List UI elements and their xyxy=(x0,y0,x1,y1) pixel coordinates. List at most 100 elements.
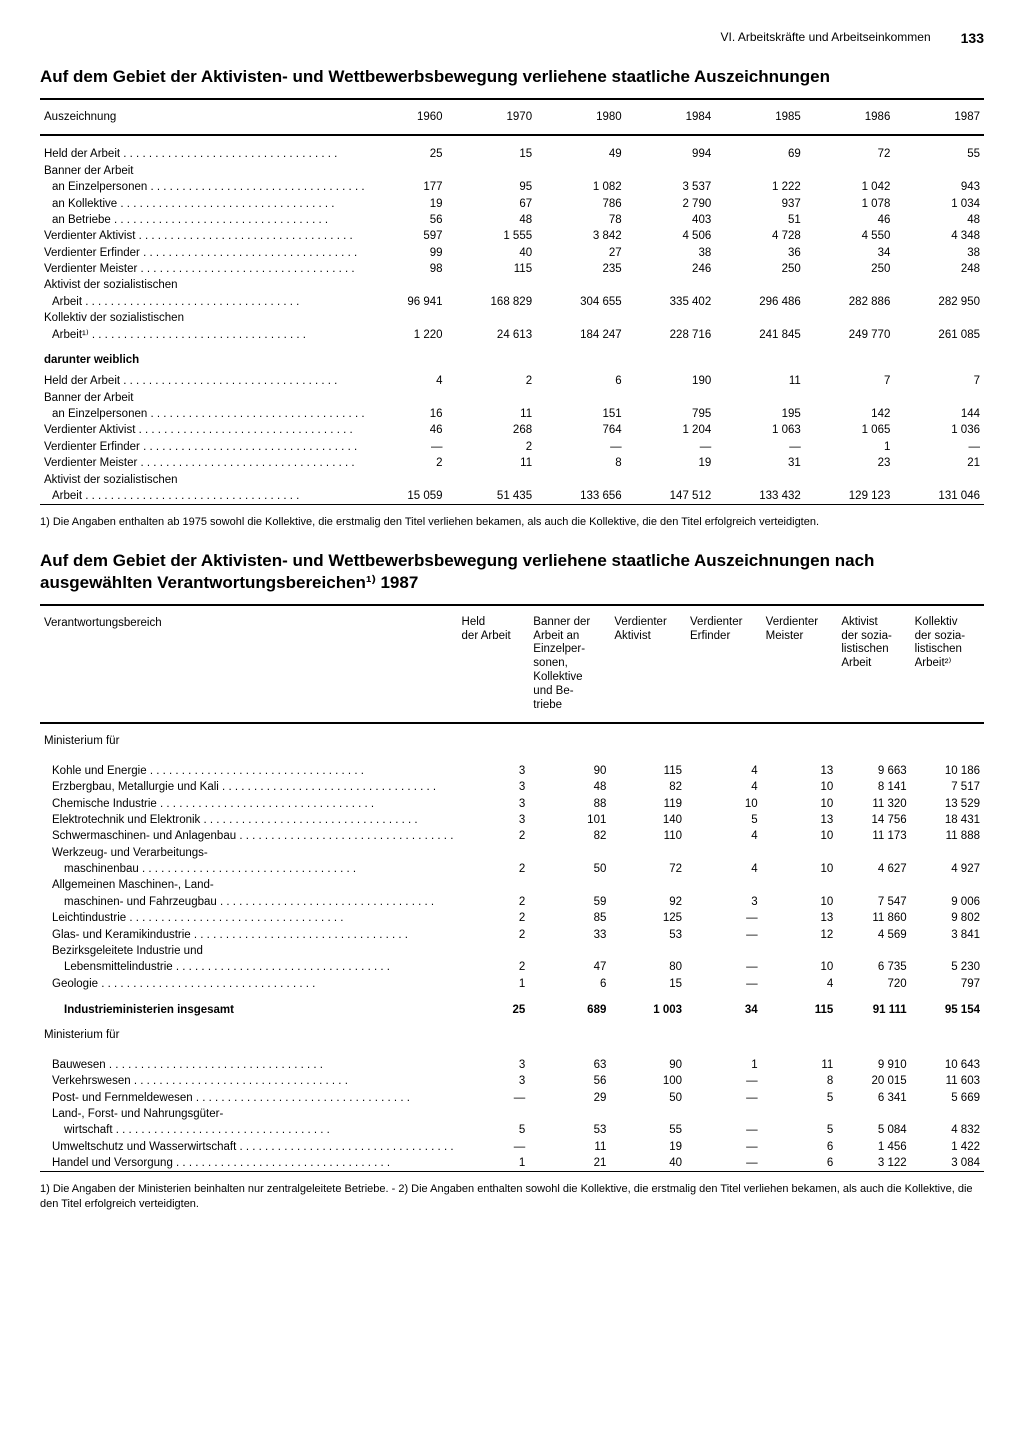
cell xyxy=(529,845,610,861)
cell: 95 xyxy=(447,179,537,195)
cell: 100 xyxy=(610,1073,686,1089)
cell: 248 xyxy=(894,261,984,277)
cell: 2 xyxy=(447,373,537,389)
cell: 96 941 xyxy=(369,294,447,310)
cell xyxy=(837,943,910,959)
cell: 1 422 xyxy=(911,1139,984,1155)
cell xyxy=(626,472,716,488)
row-label: Banner der Arbeit xyxy=(40,163,369,179)
cell: 3 xyxy=(458,779,530,795)
row-label: Elektrotechnik und Elektronik xyxy=(40,812,458,828)
cell: 1 xyxy=(458,1155,530,1172)
cell: — xyxy=(686,910,762,926)
cell xyxy=(762,1106,838,1122)
cell xyxy=(610,1106,686,1122)
cell: 11 xyxy=(447,455,537,471)
row-label: Handel und Versorgung xyxy=(40,1155,458,1172)
cell: 38 xyxy=(626,245,716,261)
cell: 13 xyxy=(762,763,838,779)
cell: 795 xyxy=(626,406,716,422)
cell xyxy=(805,472,895,488)
cell: 51 435 xyxy=(447,488,537,505)
cell: 1 456 xyxy=(837,1139,910,1155)
cell: 4 506 xyxy=(626,228,716,244)
cell xyxy=(369,390,447,406)
cell: 4 xyxy=(686,779,762,795)
row-label: an Kollektive xyxy=(40,196,369,212)
cell: 9 802 xyxy=(911,910,984,926)
row-label: Aktivist der sozialistischen xyxy=(40,472,369,488)
cell: 92 xyxy=(610,894,686,910)
cell: 5 669 xyxy=(911,1090,984,1106)
cell: 46 xyxy=(369,422,447,438)
cell: 786 xyxy=(536,196,626,212)
cell xyxy=(911,845,984,861)
row-label: Held der Arbeit xyxy=(40,373,369,389)
cell: 38 xyxy=(894,245,984,261)
cell xyxy=(911,1106,984,1122)
cell: 53 xyxy=(610,927,686,943)
row-label: Verdienter Erfinder xyxy=(40,439,369,455)
cell xyxy=(762,877,838,893)
cell: — xyxy=(686,959,762,975)
cell: — xyxy=(626,439,716,455)
cell xyxy=(536,472,626,488)
cell: 1 082 xyxy=(536,179,626,195)
cell xyxy=(536,390,626,406)
cell: 11 xyxy=(715,373,805,389)
cell: 241 845 xyxy=(715,327,805,343)
row-label: an Betriebe xyxy=(40,212,369,228)
cell xyxy=(447,163,537,179)
cell xyxy=(458,1106,530,1122)
row-label: Arbeit xyxy=(40,294,369,310)
cell: 1 034 xyxy=(894,196,984,212)
cell: 69 xyxy=(715,146,805,162)
cell: 98 xyxy=(369,261,447,277)
row-label: Held der Arbeit xyxy=(40,146,369,162)
cell: 21 xyxy=(529,1155,610,1172)
cell xyxy=(369,163,447,179)
cell: 296 486 xyxy=(715,294,805,310)
cell: 11 xyxy=(762,1057,838,1073)
cell: 335 402 xyxy=(626,294,716,310)
cell: 249 770 xyxy=(805,327,895,343)
cell xyxy=(837,1106,910,1122)
cell: 11 603 xyxy=(911,1073,984,1089)
table1-year-4: 1985 xyxy=(715,100,805,135)
cell: 125 xyxy=(610,910,686,926)
cell: 1 063 xyxy=(715,422,805,438)
cell: 78 xyxy=(536,212,626,228)
cell: 147 512 xyxy=(626,488,716,505)
cell: 110 xyxy=(610,828,686,844)
cell: 5 xyxy=(686,812,762,828)
cell: 12 xyxy=(762,927,838,943)
cell: 56 xyxy=(529,1073,610,1089)
cell: 36 xyxy=(715,245,805,261)
cell xyxy=(894,472,984,488)
cell: 1 xyxy=(458,976,530,992)
page-header: VI. Arbeitskräfte und Arbeitseinkommen 1… xyxy=(40,30,984,46)
cell: 131 046 xyxy=(894,488,984,505)
cell: 13 xyxy=(762,910,838,926)
cell: 268 xyxy=(447,422,537,438)
table1-year-5: 1986 xyxy=(805,100,895,135)
row-label: Bezirksgeleitete Industrie und xyxy=(40,943,458,959)
cell: 19 xyxy=(626,455,716,471)
cell: 40 xyxy=(447,245,537,261)
cell xyxy=(715,472,805,488)
row-label: Chemische Industrie xyxy=(40,796,458,812)
cell xyxy=(536,310,626,326)
cell xyxy=(610,943,686,959)
cell: 14 756 xyxy=(837,812,910,828)
cell xyxy=(837,877,910,893)
cell: 11 xyxy=(529,1139,610,1155)
cell: 5 xyxy=(458,1122,530,1138)
cell: 1 065 xyxy=(805,422,895,438)
cell: 250 xyxy=(715,261,805,277)
cell: — xyxy=(686,1073,762,1089)
cell: 6 735 xyxy=(837,959,910,975)
cell: 11 888 xyxy=(911,828,984,844)
cell: — xyxy=(458,1139,530,1155)
cell: 1 078 xyxy=(805,196,895,212)
cell xyxy=(447,472,537,488)
